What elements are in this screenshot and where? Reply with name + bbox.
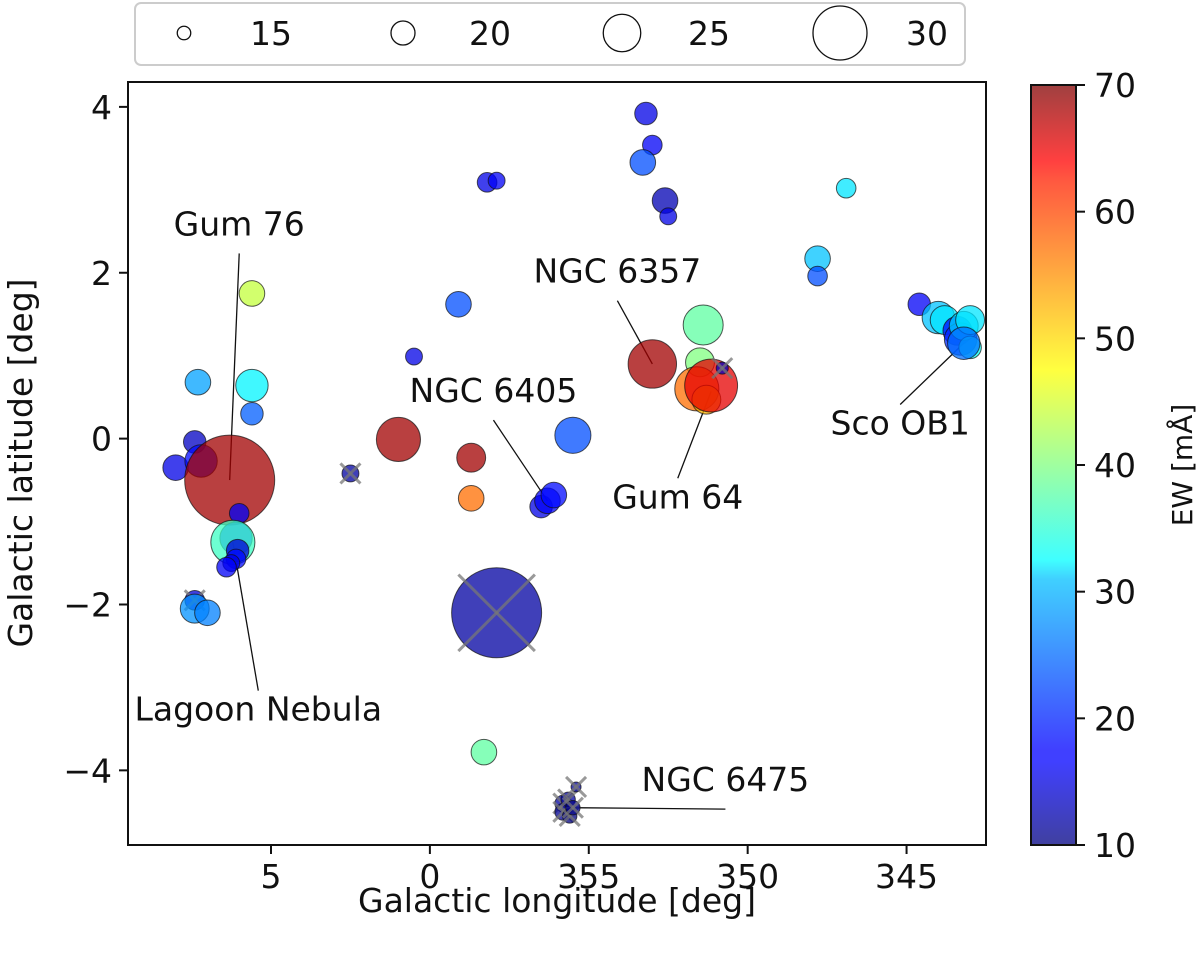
data-point	[627, 339, 678, 389]
y-tick-label: −2	[63, 585, 112, 624]
plot-frame	[127, 81, 987, 846]
data-point	[456, 442, 487, 473]
colorbar-tick-label: 70	[1094, 66, 1136, 105]
colorbar-tick-label: 10	[1094, 826, 1136, 865]
y-axis: 4 2 0 −2 −4	[63, 88, 128, 790]
plot-area: Gum 76 NGC 6357 NGC 6405 Gum 64 Sco OB1 Lagoo…	[127, 81, 987, 846]
y-tick-label: 4	[91, 88, 112, 127]
excluded-marker	[457, 573, 536, 653]
legend-size-label: 30	[906, 14, 948, 53]
excluded-marker	[561, 796, 584, 819]
data-point	[470, 738, 498, 766]
x-tick-label: 350	[716, 857, 779, 896]
legend-size-marker	[390, 20, 416, 46]
data-point	[184, 368, 212, 396]
data-point	[235, 368, 269, 403]
data-point	[682, 304, 724, 346]
data-point	[405, 347, 423, 366]
annotation-label: Lagoon Nebula	[134, 690, 382, 729]
data-point	[238, 280, 266, 307]
data-point	[554, 416, 592, 454]
annotation-label: NGC 6357	[533, 252, 701, 291]
y-tick-label: 2	[91, 254, 112, 293]
x-axis-label: Galactic longitude [deg]	[358, 881, 756, 920]
data-point	[629, 149, 657, 176]
colorbar-gradient	[1031, 85, 1076, 845]
colorbar: 70 60 50 40 30 20 10 EW [mÅ]	[1030, 66, 1199, 865]
data-point	[540, 481, 568, 509]
legend-size-marker	[812, 5, 868, 61]
colorbar-tick-label: 60	[1094, 193, 1136, 232]
colorbar-tick-label: 30	[1094, 573, 1136, 612]
legend-size-marker	[602, 13, 642, 53]
x-tick-label: 5	[261, 857, 282, 896]
annotation-leader-line	[492, 419, 549, 502]
colorbar-tick-label: 40	[1094, 446, 1136, 485]
data-point	[216, 556, 237, 578]
annotation-label: NGC 6405	[410, 371, 578, 410]
data-point	[947, 326, 981, 360]
x-tick-label: 0	[419, 857, 440, 896]
data-point	[240, 401, 264, 426]
data-point	[487, 171, 506, 190]
annotation-label: Gum 76	[174, 204, 305, 243]
x-axis: 5 0 355 350 345	[261, 845, 938, 896]
x-tick-label: 355	[557, 857, 620, 896]
excluded-marker	[565, 775, 588, 799]
data-point	[807, 265, 828, 287]
size-legend: 15 20 25 30	[134, 2, 966, 66]
annotation-label: Sco OB1	[831, 403, 970, 442]
data-point	[835, 177, 857, 199]
x-tick-label: 345	[875, 857, 938, 896]
annotation-leader-line	[569, 807, 726, 810]
data-point	[684, 358, 739, 413]
legend-size-label: 20	[469, 14, 511, 53]
y-tick-label: 0	[91, 420, 112, 459]
legend-size-label: 25	[688, 14, 730, 53]
data-point	[194, 599, 221, 627]
legend-size-label: 15	[250, 14, 292, 53]
data-point	[634, 101, 658, 126]
data-point	[375, 416, 421, 462]
excluded-marker	[339, 462, 362, 485]
data-point	[445, 290, 472, 318]
colorbar-tick-label: 20	[1094, 699, 1136, 738]
excluded-marker	[711, 357, 734, 380]
legend-size-marker	[176, 25, 192, 41]
annotation-label: Gum 64	[612, 477, 743, 516]
colorbar-label: EW [mÅ]	[1165, 404, 1199, 527]
data-point	[659, 207, 678, 226]
y-tick-label: −4	[63, 751, 112, 790]
data-point	[457, 485, 485, 512]
annotation-label: NGC 6475	[642, 760, 810, 799]
colorbar-tick-label: 50	[1094, 319, 1136, 358]
y-axis-label: Galactic latitude [deg]	[1, 278, 40, 647]
